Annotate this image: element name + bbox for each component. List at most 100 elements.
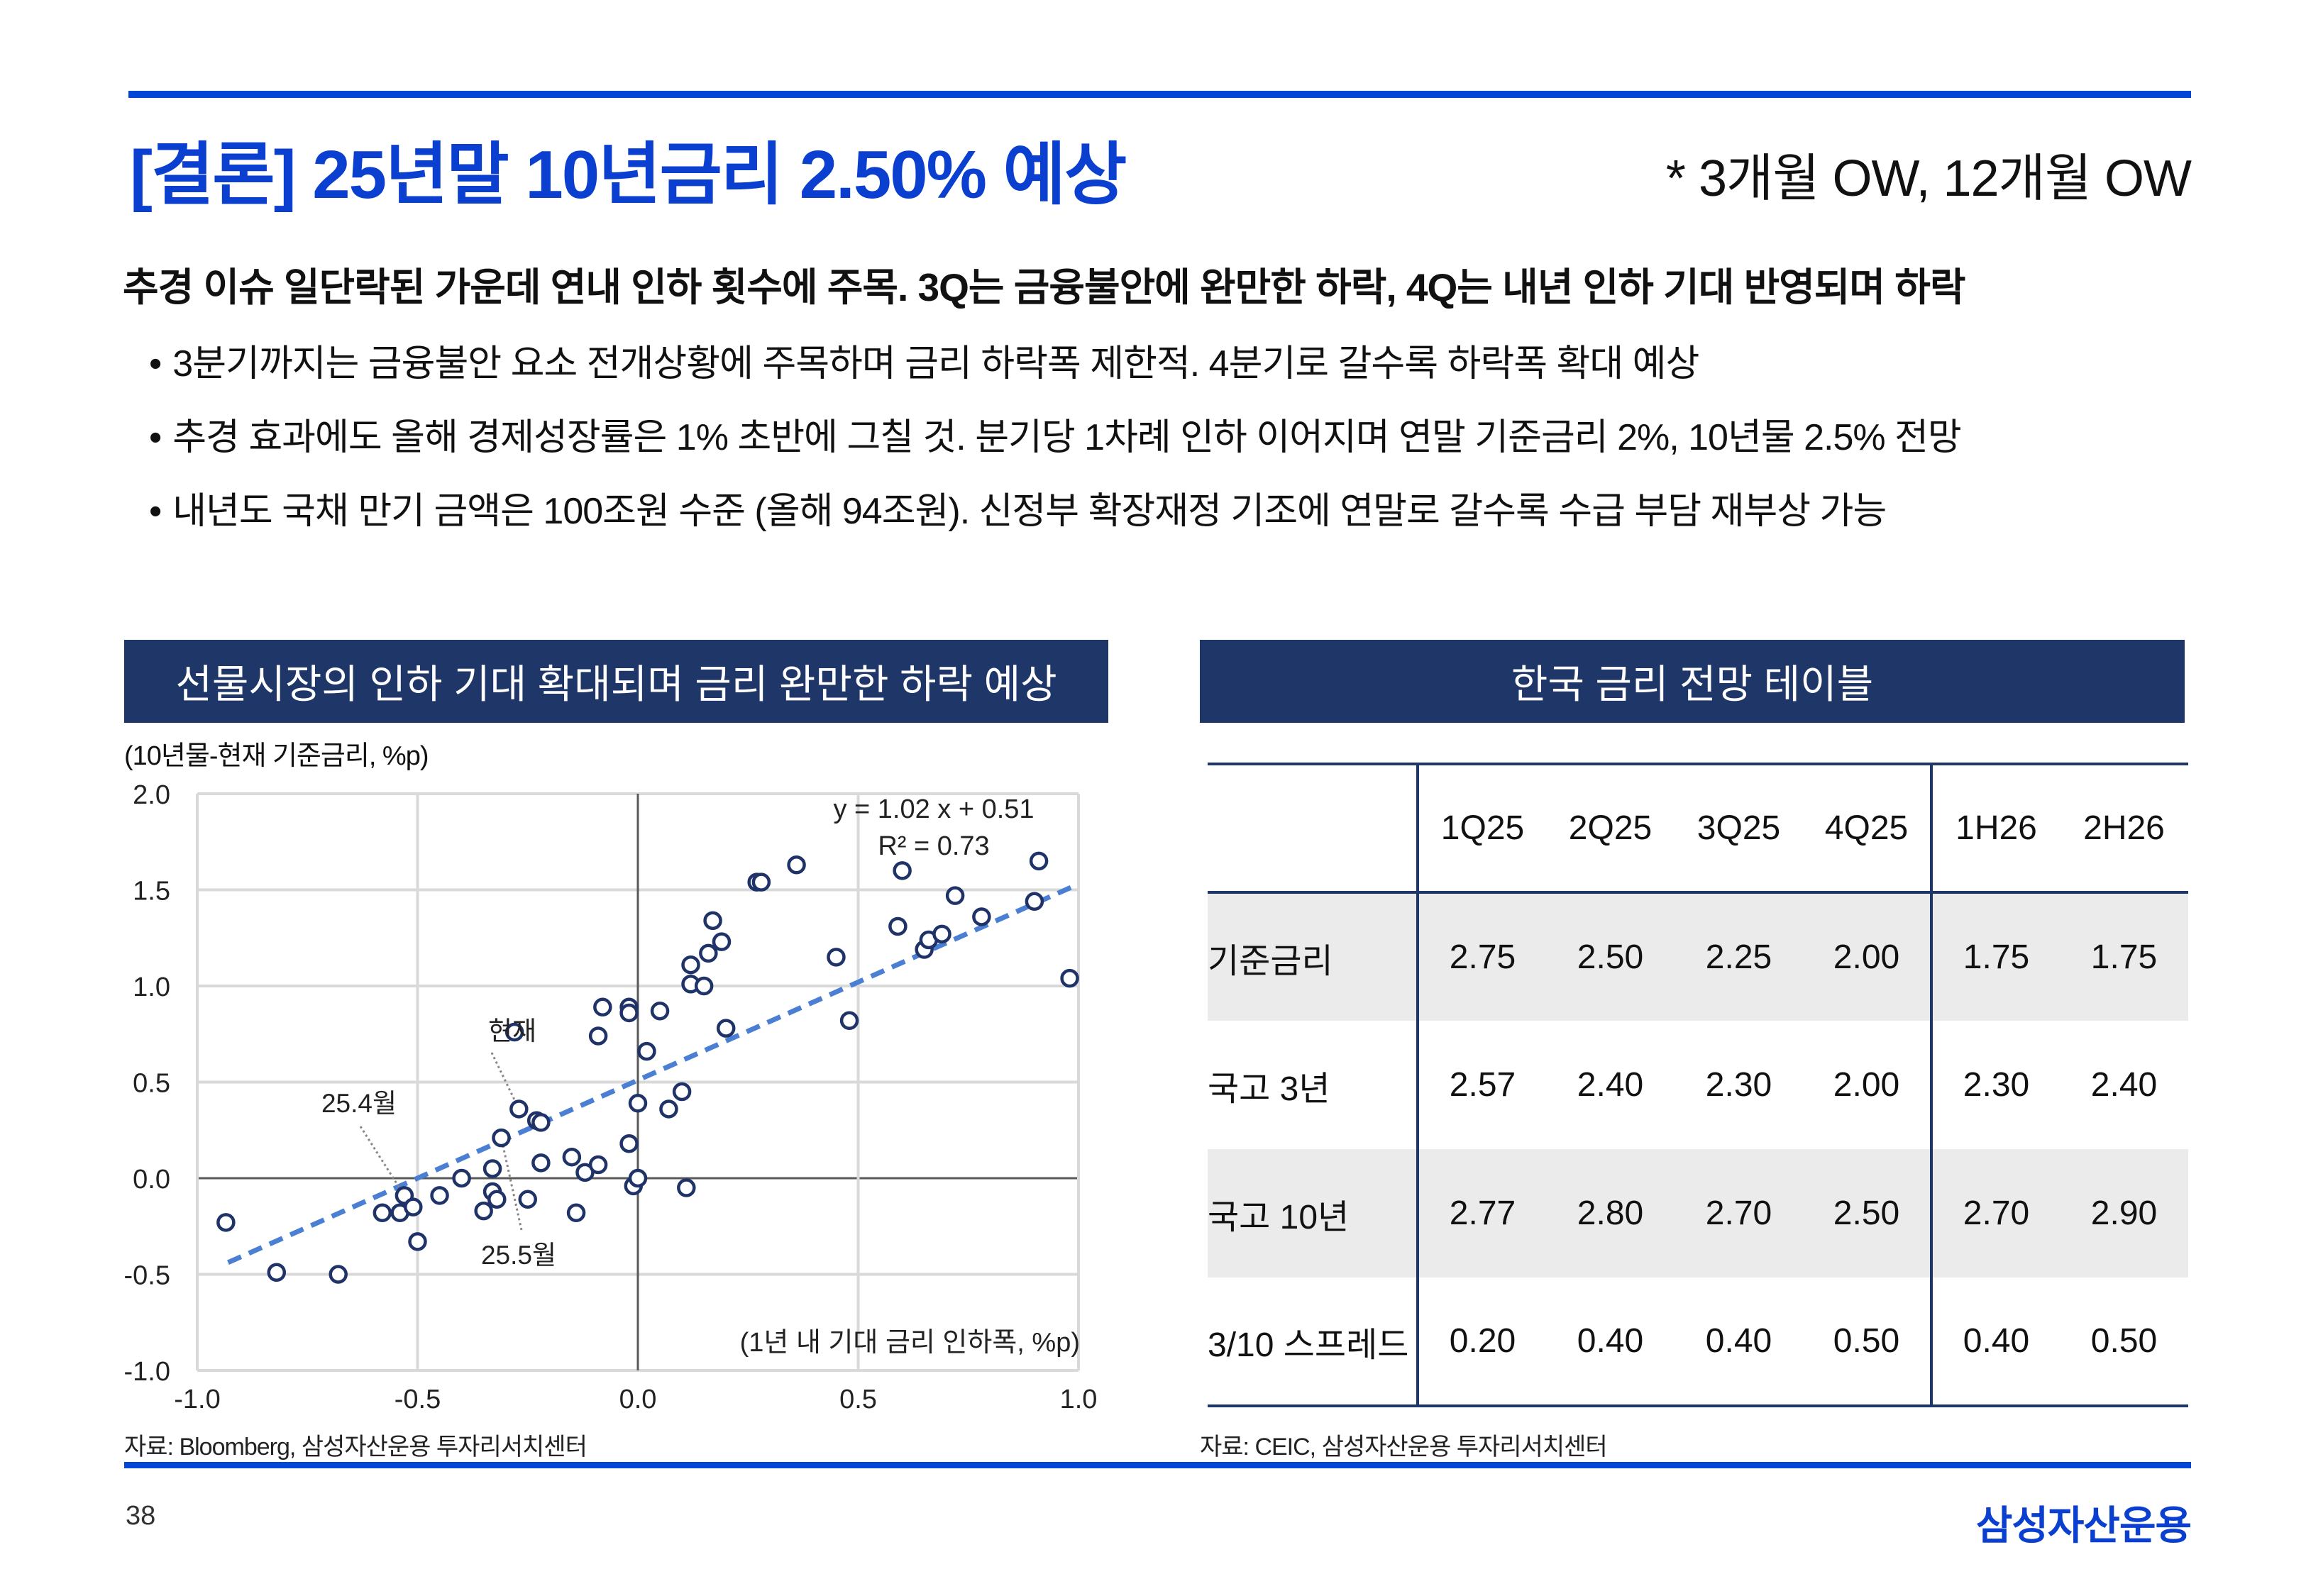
annotation-label: 25.4월 — [321, 1089, 397, 1118]
data-point — [827, 948, 846, 967]
data-point — [267, 1263, 287, 1282]
summary-bullet: 3분기까지는 금융불안 요소 전개상황에 주목하며 금리 하락폭 제한적. 4분… — [149, 333, 1699, 387]
data-point — [681, 955, 700, 975]
y-tick-label: -0.5 — [124, 1261, 170, 1291]
table-cell: 0.40 — [1931, 1278, 2060, 1407]
trend-equation: y = 1.02 x + 0.51 — [833, 794, 1034, 824]
table-cell: 1.75 — [2060, 892, 2188, 1021]
data-point — [575, 1163, 595, 1182]
table-cell: 0.50 — [2060, 1278, 2188, 1407]
x-axis-title: (1년 내 기대 금리 인하폭, %p) — [740, 1328, 1080, 1358]
data-point — [562, 1147, 582, 1167]
bottom-rule — [124, 1462, 2191, 1468]
table-cell: 2.50 — [1546, 892, 1675, 1021]
rate-forecast-table: 1Q25 2Q25 3Q25 4Q25 1H26 2H26 기준금리 2.75 … — [1208, 763, 2188, 1407]
table-row: 3/10 스프레드 0.20 0.40 0.40 0.50 0.40 0.50 — [1208, 1278, 2188, 1407]
table-cell: 0.40 — [1546, 1278, 1675, 1407]
y-tick-label: 1.0 — [133, 972, 170, 1002]
data-point — [677, 1178, 696, 1197]
column-header: 1Q25 — [1418, 763, 1546, 894]
table-row: 기준금리 2.75 2.50 2.25 2.00 1.75 1.75 — [1208, 892, 2188, 1021]
y-axis-unit-label: (10년물-현재 기준금리, %p) — [124, 741, 429, 771]
row-label: 국고 3년 — [1208, 1021, 1419, 1149]
summary-bullet: 추경 효과에도 올해 경제성장률은 1% 초반에 그칠 것. 분기당 1차례 인… — [149, 407, 1962, 460]
data-point — [650, 1001, 670, 1021]
annotation-leader — [500, 1137, 523, 1231]
data-point — [404, 1197, 423, 1217]
chart-panel-header: 선물시장의 인하 기대 확대되며 금리 완만한 하락 예상 — [124, 640, 1108, 723]
data-point — [699, 943, 718, 963]
table-cell: 2.90 — [2060, 1149, 2188, 1278]
table-cell: 0.50 — [1803, 1278, 1933, 1407]
data-point — [531, 1113, 551, 1132]
data-point — [945, 886, 965, 905]
chart-source: 자료: Bloomberg, 삼성자산운용 투자리서치센터 — [124, 1434, 587, 1461]
data-point — [628, 1168, 648, 1188]
table-cell: 2.77 — [1418, 1149, 1546, 1278]
trendline — [227, 882, 1080, 1265]
y-tick-label: -1.0 — [124, 1357, 170, 1387]
row-label: 3/10 스프레드 — [1208, 1278, 1419, 1407]
data-point — [492, 1128, 511, 1148]
data-point — [888, 916, 907, 936]
annotation-leader — [490, 1052, 520, 1110]
data-point — [487, 1190, 507, 1209]
trend-r-squared: R² = 0.73 — [878, 831, 989, 861]
data-point — [619, 1003, 639, 1023]
table-cell: 2.50 — [1803, 1149, 1933, 1278]
table-cell: 0.40 — [1675, 1278, 1803, 1407]
page-title: [결론] 25년말 10년금리 2.50% 예상 — [130, 137, 1127, 213]
data-point — [703, 911, 722, 931]
data-point — [712, 932, 732, 951]
y-tick-label: 1.5 — [133, 877, 170, 907]
table-header-row: 1Q25 2Q25 3Q25 4Q25 1H26 2H26 — [1208, 763, 2188, 894]
data-point — [504, 1022, 524, 1042]
table-cell: 2.40 — [1577, 1066, 1644, 1104]
y-tick-label: 2.0 — [133, 780, 170, 810]
table-cell: 2.80 — [1546, 1149, 1675, 1278]
data-point — [566, 1203, 586, 1223]
row-label: 기준금리 — [1208, 892, 1419, 1021]
data-point — [509, 1099, 529, 1119]
data-point — [619, 1134, 639, 1153]
data-point — [474, 1201, 493, 1221]
table-cell: 1.75 — [1931, 892, 2060, 1021]
x-tick-label: 0.0 — [619, 1385, 657, 1414]
table-source: 자료: CEIC, 삼성자산운용 투자리서치센터 — [1200, 1434, 1608, 1461]
y-tick-label: 0.5 — [133, 1069, 170, 1099]
data-point — [482, 1159, 502, 1178]
table-row: 국고 3년 2.57 2.40 2.30 2.00 2.30 2.40 — [1208, 1021, 2188, 1149]
data-point — [518, 1190, 537, 1209]
table-cell: 2.75 — [1418, 892, 1546, 1021]
data-point — [839, 1011, 859, 1031]
x-tick-label: -0.5 — [395, 1385, 441, 1414]
column-header: 4Q25 — [1803, 763, 1933, 894]
scatter-chart: 2.0 1.5 1.0 0.5 0.0 -0.5 -1.0-1.0 -0.5 0.0 0.5 1.0… — [124, 780, 1098, 1414]
data-point — [637, 1041, 656, 1061]
x-tick-label: 1.0 — [1060, 1385, 1098, 1414]
data-point — [531, 1153, 551, 1173]
table-cell: 2.30 — [1963, 1066, 2030, 1104]
table-cell: 2.25 — [1675, 892, 1803, 1021]
table-cell: 2.00 — [1803, 892, 1933, 1021]
data-point — [1029, 851, 1049, 871]
data-point — [1025, 892, 1044, 911]
data-point — [694, 976, 714, 996]
data-point — [588, 1155, 608, 1175]
data-point — [588, 1026, 608, 1046]
data-point — [972, 907, 991, 926]
column-header: 1H26 — [1931, 763, 2060, 894]
column-header: 2Q25 — [1546, 763, 1675, 894]
annotation-label: 현재 — [488, 1016, 536, 1046]
table-cell: 0.20 — [1418, 1278, 1546, 1407]
data-point — [1060, 968, 1079, 988]
summary-headline: 추경 이슈 일단락된 가운데 연내 인하 횟수에 주목. 3Q는 금융불안에 완… — [123, 265, 1965, 309]
data-point — [893, 861, 912, 880]
data-point — [787, 855, 806, 875]
data-point — [408, 1232, 427, 1251]
data-point — [593, 997, 612, 1017]
table-cell: 2.00 — [1803, 1021, 1933, 1149]
data-point — [716, 1019, 736, 1038]
summary-bullet: 내년도 국채 만기 금액은 100조원 수준 (올해 94조원). 신정부 확장… — [149, 481, 1887, 534]
data-point — [430, 1186, 449, 1205]
